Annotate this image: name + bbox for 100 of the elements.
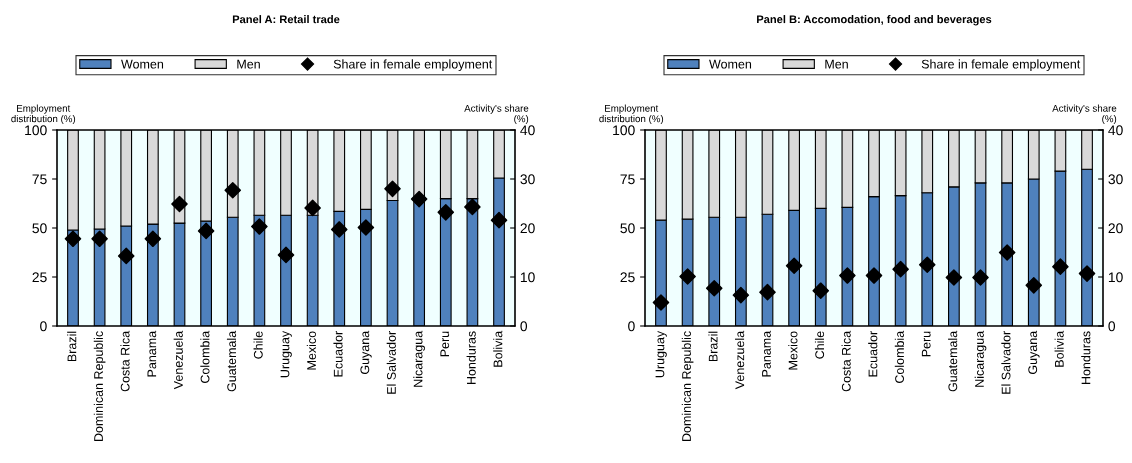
x-tick-label: Chile (253, 331, 263, 359)
y-tick-label: 75 (620, 174, 635, 185)
x-tick-label: Honduras (1081, 331, 1091, 385)
y-tick-label: 0 (40, 321, 47, 332)
point (91, 230, 108, 248)
x-tick-label: Costa Rica (120, 330, 130, 392)
x-tick-label: Chile (814, 331, 825, 359)
x-tick-label: Brazil (67, 331, 77, 362)
x-tick-label: Mexico (788, 331, 798, 370)
point (384, 180, 401, 198)
point (652, 294, 670, 311)
y2-tick-label: 40 (1108, 125, 1123, 136)
y-tick-label: 25 (620, 272, 635, 283)
point (117, 247, 135, 265)
legend-label: Men (825, 59, 848, 69)
y2-tick-label: 30 (1108, 174, 1123, 185)
point (785, 257, 803, 275)
x-tick-label: Venezuela (735, 330, 745, 390)
point (330, 221, 348, 238)
point (812, 282, 830, 300)
y2-tick-label: 20 (1108, 223, 1123, 234)
x-tick-label: Nicaragua (974, 330, 987, 387)
point (865, 267, 883, 284)
chart-title: Panel A: Retail trade (232, 15, 340, 24)
point (464, 198, 481, 216)
point (277, 246, 295, 264)
point (1052, 258, 1069, 276)
point (410, 190, 428, 208)
point (972, 269, 989, 286)
x-tick-label: Panama (147, 330, 157, 377)
chart-title: Panel B: Accomodation, food and beverages (757, 15, 992, 26)
y-tick-label: 100 (613, 125, 635, 136)
y2-axis-title: Activity's share (%) (464, 104, 529, 125)
point (705, 279, 723, 297)
y2-tick-label: 40 (520, 125, 535, 136)
y-tick-label: 25 (32, 272, 47, 283)
x-tick-label: Dominican Republic (93, 331, 106, 441)
point (1025, 277, 1043, 294)
x-tick-label: Uruguay (655, 330, 667, 378)
y-axis-title: Employment distribution (%) (11, 104, 76, 125)
y2-tick-label: 30 (520, 174, 535, 185)
point (224, 181, 242, 199)
y2-tick-label: 0 (520, 321, 528, 332)
point (171, 195, 188, 213)
point (679, 268, 696, 285)
x-tick-label: Brazil (708, 331, 718, 362)
point (839, 267, 856, 284)
x-tick-label: Peru (440, 331, 450, 357)
x-tick-label: Colombia (894, 330, 904, 384)
point (437, 204, 455, 221)
point (64, 230, 82, 248)
point (918, 256, 936, 274)
y2-tick-label: 20 (520, 223, 535, 234)
point (945, 269, 963, 286)
x-tick-label: Nicaragua (413, 330, 425, 387)
x-tick-label: Honduras (466, 331, 476, 385)
point (144, 230, 162, 248)
x-tick-label: Guyana (1028, 330, 1040, 375)
x-tick-label: Guatemala (226, 330, 237, 392)
legend-label: Share in female employment (921, 59, 1081, 71)
y-axis-title: Employment distribution (%) (599, 104, 664, 125)
x-tick-label: Uruguay (280, 330, 292, 378)
x-tick-label: Peru (921, 331, 931, 357)
point (251, 218, 268, 235)
x-tick-label: Guyana (360, 330, 372, 375)
x-tick-label: Ecuador (333, 331, 343, 377)
x-tick-label: Guatemala (948, 330, 958, 392)
x-tick-label: Venezuela (173, 330, 183, 390)
y2-tick-label: 10 (520, 272, 535, 283)
point (892, 260, 909, 278)
x-tick-label: Costa Rica (841, 330, 851, 392)
x-tick-label: Colombia (200, 330, 210, 384)
point (490, 211, 508, 229)
y-tick-label: 75 (32, 174, 47, 185)
point (998, 244, 1016, 261)
point (732, 286, 750, 304)
y-tick-label: 50 (32, 223, 47, 234)
x-tick-label: Bolivia (1054, 330, 1064, 367)
y2-tick-label: 0 (1108, 321, 1116, 332)
point (357, 219, 375, 236)
y-tick-label: 50 (620, 223, 635, 234)
x-tick-label: Bolivia (493, 330, 503, 367)
y2-axis-title: Activity's share (%) (1052, 104, 1117, 125)
x-tick-label: El Salvador (386, 331, 396, 394)
legend-label: Women (121, 59, 164, 69)
y2-tick-label: 10 (1108, 272, 1123, 283)
legend-label: Men (237, 59, 260, 69)
y-tick-label: 100 (25, 125, 47, 136)
point (197, 222, 215, 240)
x-tick-label: Mexico (306, 331, 316, 370)
x-tick-label: Ecuador (868, 331, 878, 377)
point (1078, 265, 1096, 282)
point (759, 283, 776, 301)
legend-label: Women (709, 59, 752, 69)
x-tick-label: Panama (762, 330, 771, 377)
x-tick-label: El Salvador (1001, 331, 1011, 394)
legend-label: Share in female employment (333, 59, 493, 71)
point (304, 199, 321, 217)
x-tick-label: Dominican Republic (681, 331, 694, 441)
y-tick-label: 0 (628, 321, 635, 332)
